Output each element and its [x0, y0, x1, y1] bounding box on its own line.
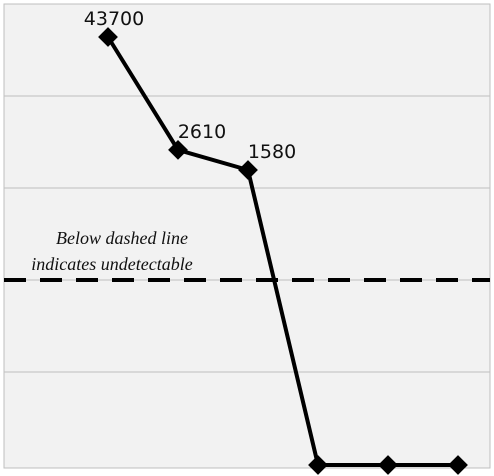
- data-label: 1580: [248, 141, 296, 163]
- plot-area: [3, 3, 491, 469]
- series-layer: 43700 2610 1580: [84, 8, 468, 475]
- data-point-marker: [448, 455, 468, 475]
- data-point-marker: [98, 27, 118, 47]
- data-label: 43700: [84, 8, 144, 30]
- data-label: 2610: [178, 121, 226, 143]
- annotation-line-1: Below dashed line: [56, 228, 188, 248]
- data-point-marker: [308, 455, 328, 475]
- annotation-line-2: indicates undetectable: [31, 254, 192, 274]
- series-line: [106, 35, 458, 467]
- data-point-marker: [238, 160, 258, 180]
- data-point-marker: [378, 455, 398, 475]
- data-point-marker: [168, 139, 188, 160]
